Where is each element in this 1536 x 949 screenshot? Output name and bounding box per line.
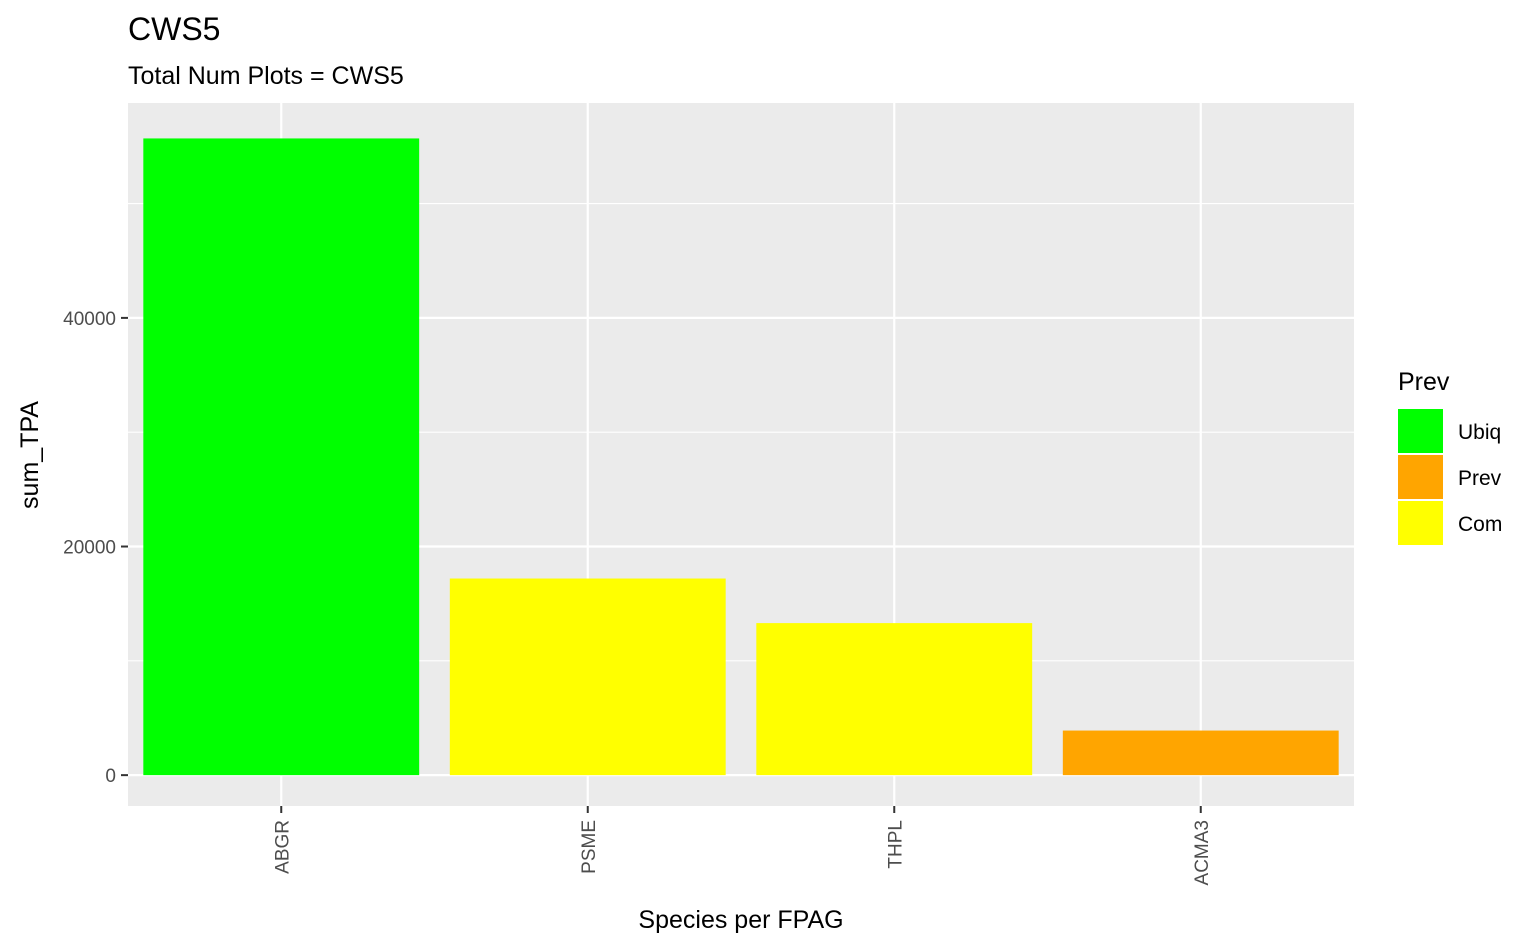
bar-psme [449, 578, 726, 776]
legend: Prev Ubiq Prev Com [1398, 368, 1502, 545]
y-tick-label: 0 [105, 766, 116, 787]
chart-title: CWS5 [128, 11, 220, 47]
x-tick-label: ABGR [272, 820, 293, 874]
legend-label-ubiq: Ubiq [1458, 421, 1501, 444]
bar-acma3 [1062, 730, 1339, 776]
bar-abgr [143, 138, 420, 776]
legend-key-prev [1398, 455, 1443, 499]
legend-label-com: Com [1458, 513, 1502, 536]
legend-label-prev: Prev [1458, 467, 1502, 490]
legend-title: Prev [1398, 368, 1450, 396]
y-tick-label: 40000 [63, 309, 116, 330]
x-tick-label: ACMA3 [1192, 820, 1213, 885]
legend-key-com [1398, 501, 1443, 545]
x-tick-label: THPL [885, 820, 906, 869]
legend-key-ubiq [1398, 409, 1443, 453]
y-axis-title: sum_TPA [16, 401, 44, 509]
axes: 0 20000 40000 ABGR PSME THPL ACMA3 [63, 309, 1213, 886]
x-axis-title: Species per FPAG [638, 906, 843, 934]
chart-subtitle: Total Num Plots = CWS5 [128, 62, 404, 90]
x-tick-label: PSME [579, 820, 600, 874]
y-tick-label: 20000 [63, 538, 116, 559]
bar-thpl [756, 623, 1033, 776]
bars [143, 138, 1339, 776]
